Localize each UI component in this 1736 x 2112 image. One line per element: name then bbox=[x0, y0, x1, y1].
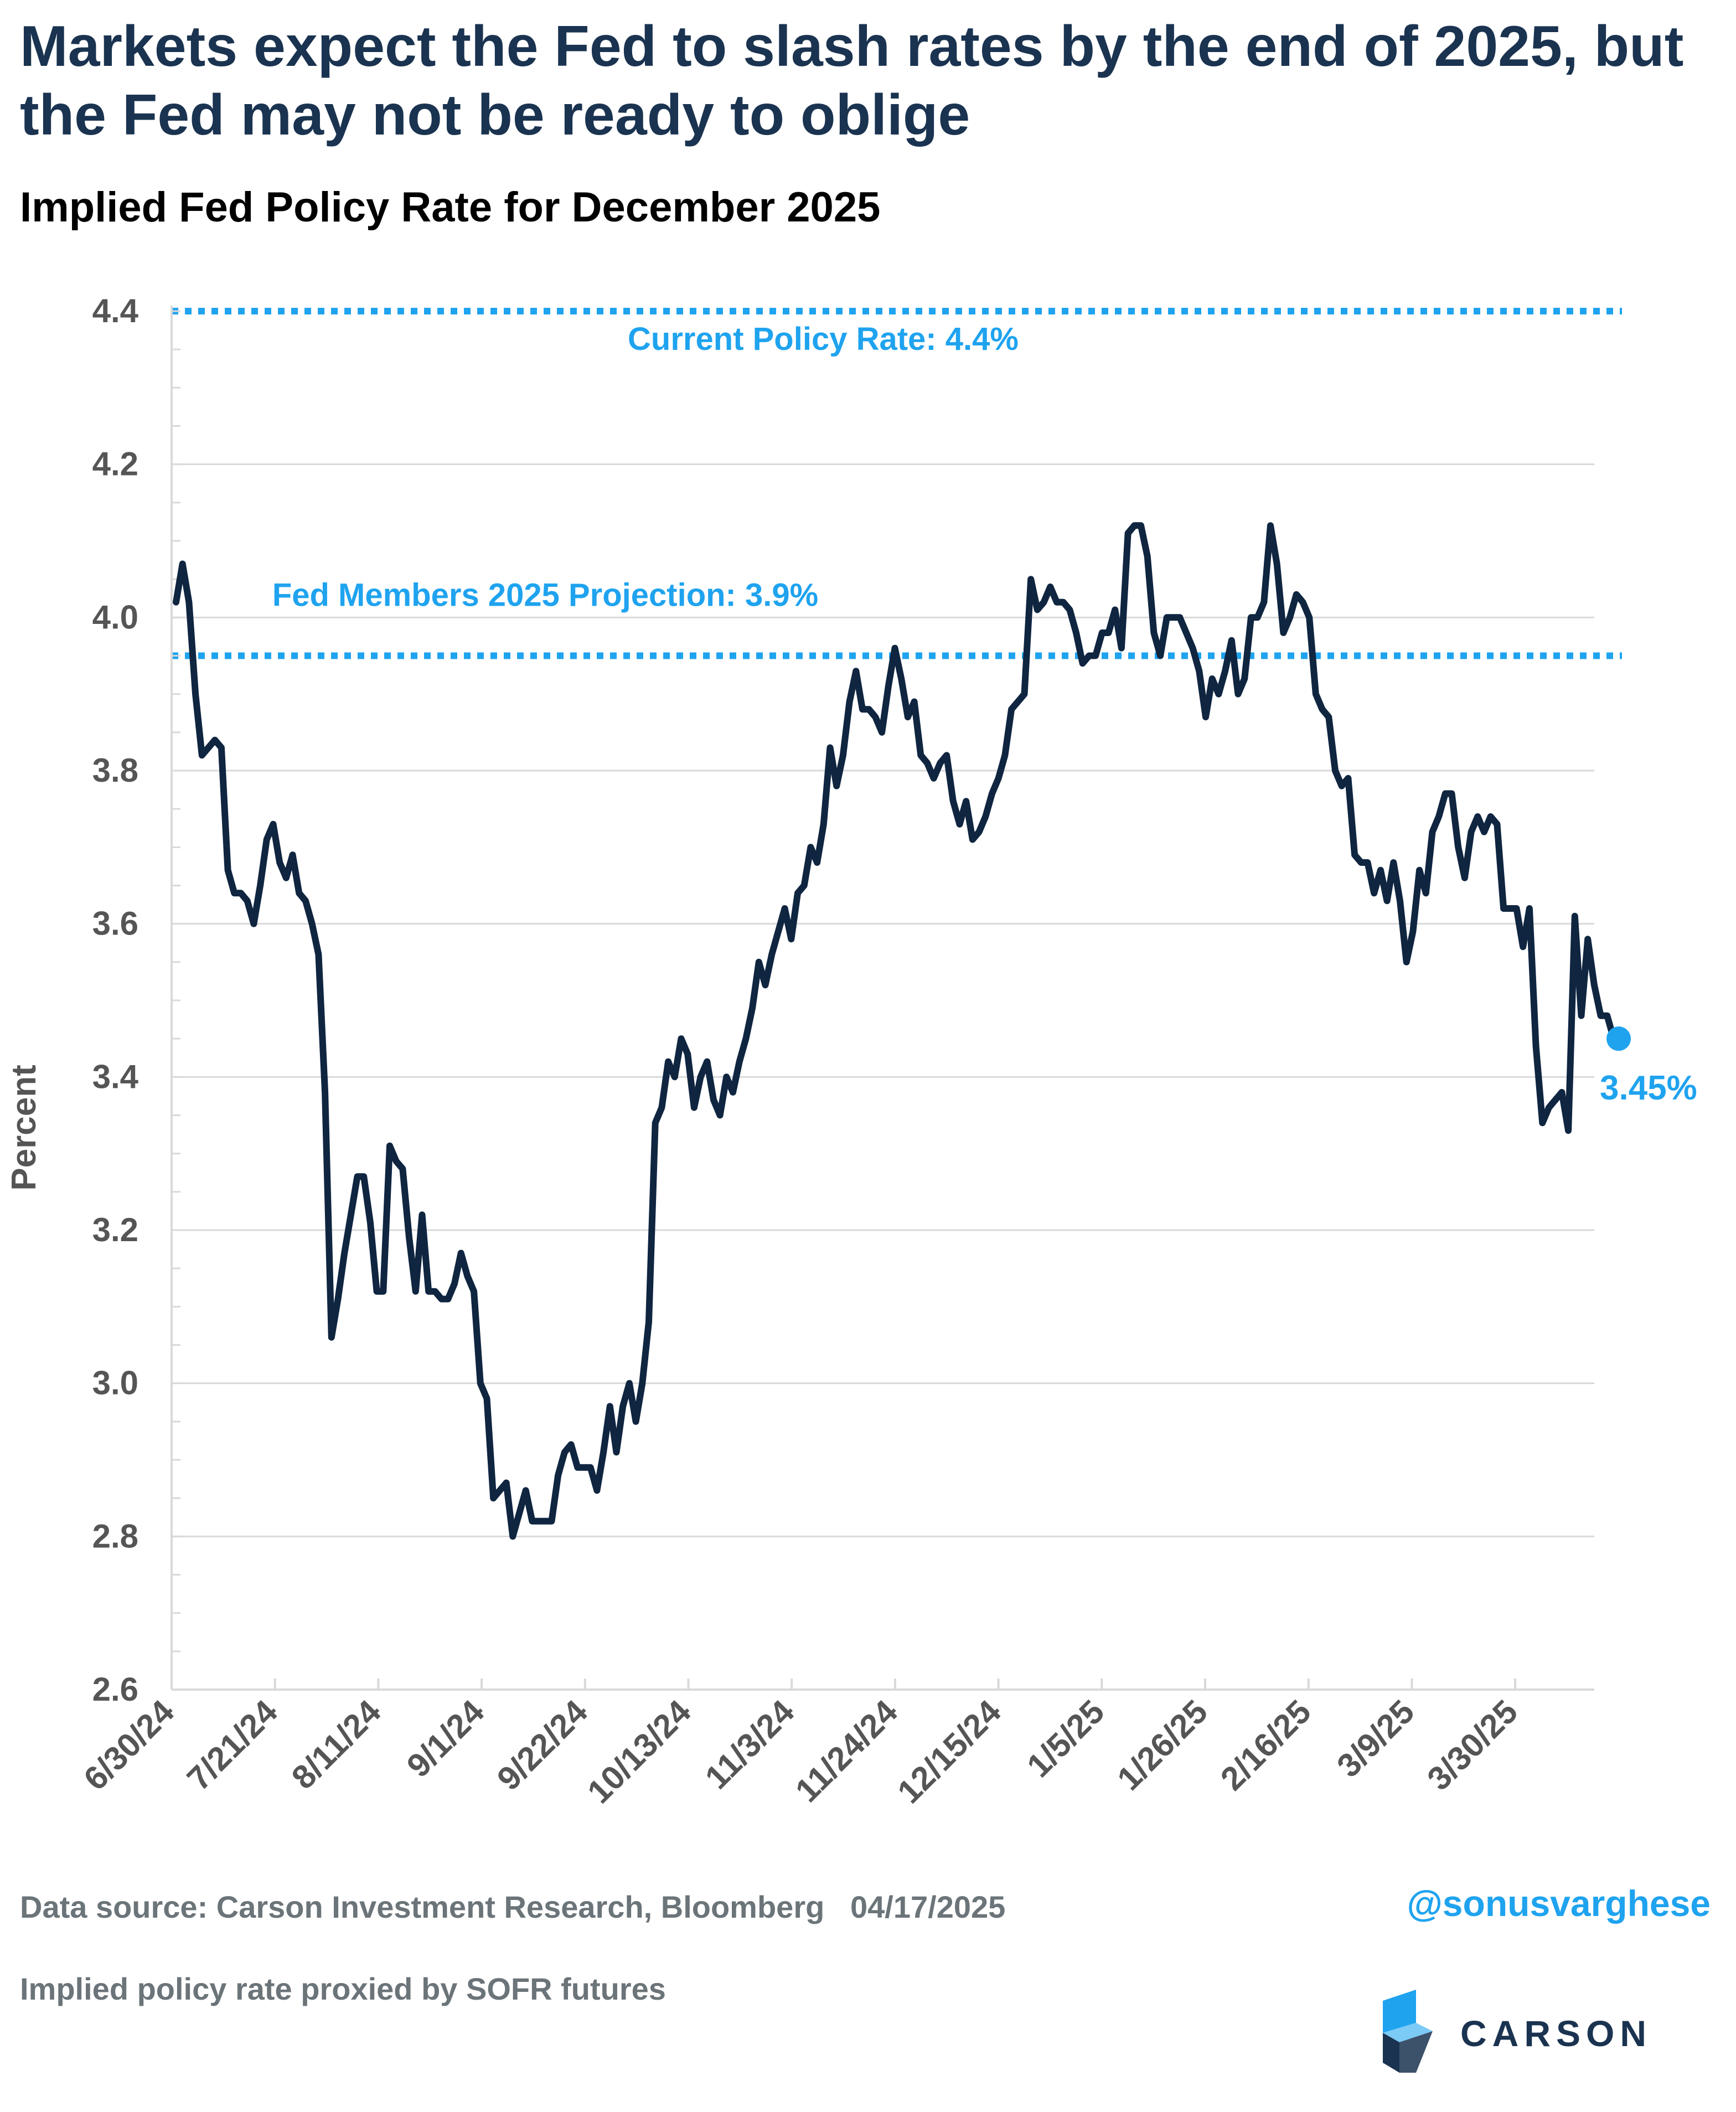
twitter-handle[interactable]: @sonusvarghese bbox=[1407, 1883, 1711, 1924]
x-tick-label: 3/9/25 bbox=[1330, 1693, 1421, 1784]
line-chart: 2.6 2.8 3.0 3.2 3.4 3.6 3.8 4.0 4.2 4.4 6/30/247/2… bbox=[5, 292, 1697, 1810]
methodology-note: Implied policy rate proxied by SOFR futu… bbox=[20, 1971, 666, 2006]
x-tick-label: 10/13/24 bbox=[580, 1692, 698, 1810]
y-tick-label: 3.0 bbox=[92, 1365, 138, 1402]
chart-title: Implied Fed Policy Rate for December 202… bbox=[20, 184, 881, 231]
x-tick-label: 11/3/24 bbox=[698, 1692, 802, 1796]
y-tick-label: 4.0 bbox=[92, 598, 138, 636]
carson-logo-mark-icon bbox=[1383, 1990, 1433, 2073]
end-point-marker bbox=[1606, 1026, 1631, 1051]
gridlines bbox=[172, 463, 1594, 1537]
logo-wordmark: CARSON bbox=[1460, 2013, 1652, 2054]
x-tick-label: 3/30/25 bbox=[1420, 1693, 1525, 1798]
x-tick-label: 7/21/24 bbox=[180, 1692, 285, 1797]
y-tick-label: 2.6 bbox=[92, 1671, 138, 1708]
x-tick-label: 6/30/24 bbox=[76, 1692, 181, 1797]
headline: Markets expect the Fed to slash rates by… bbox=[20, 14, 1684, 147]
y-tick-label: 4.2 bbox=[92, 446, 138, 483]
labels: 2.6 2.8 3.0 3.2 3.4 3.6 3.8 4.0 4.2 4.4 6/30/247/2… bbox=[5, 292, 1697, 1810]
y-tick-label: 3.2 bbox=[92, 1211, 138, 1248]
x-tick-label: 9/22/24 bbox=[490, 1692, 595, 1797]
x-tick-label: 1/5/25 bbox=[1020, 1693, 1111, 1784]
axes bbox=[170, 306, 1594, 1691]
x-tick-label: 9/1/24 bbox=[400, 1692, 492, 1784]
y-axis-title: Percent bbox=[5, 1065, 43, 1190]
x-tick-label: 11/24/24 bbox=[788, 1692, 905, 1809]
y-tick-label: 2.8 bbox=[92, 1517, 138, 1555]
data-source: Data source: Carson Investment Research,… bbox=[20, 1889, 1006, 1924]
x-tick-label: 12/15/24 bbox=[890, 1692, 1008, 1810]
reference-lines bbox=[172, 308, 1622, 659]
end-value-label: 3.45% bbox=[1600, 1069, 1697, 1107]
reference-line-label: Current Policy Rate: 4.4% bbox=[628, 321, 1019, 357]
y-tick-label: 3.8 bbox=[92, 752, 138, 789]
carson-logo: CARSON bbox=[1377, 1990, 1715, 2073]
y-tick-label: 3.4 bbox=[92, 1058, 139, 1095]
reference-line-label: Fed Members 2025 Projection: 3.9% bbox=[272, 577, 818, 613]
series bbox=[173, 522, 1631, 1540]
y-tick-label: 3.6 bbox=[92, 905, 138, 942]
x-tick-label: 8/11/24 bbox=[285, 1692, 388, 1796]
y-tick-label: 4.4 bbox=[92, 292, 139, 329]
x-tick-label: 2/16/25 bbox=[1213, 1693, 1318, 1798]
series-line bbox=[173, 522, 1617, 1540]
x-tick-label: 1/26/25 bbox=[1110, 1693, 1215, 1798]
